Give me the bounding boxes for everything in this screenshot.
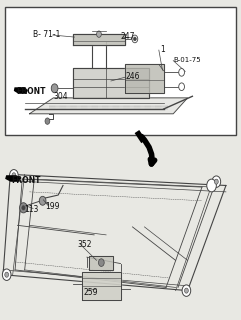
Text: 113: 113	[25, 205, 39, 214]
Polygon shape	[73, 34, 125, 45]
Circle shape	[12, 173, 16, 178]
Circle shape	[51, 84, 58, 93]
Circle shape	[179, 68, 184, 76]
Text: 1: 1	[160, 44, 165, 54]
Circle shape	[132, 35, 138, 43]
Circle shape	[184, 288, 188, 293]
Polygon shape	[15, 88, 27, 93]
Circle shape	[97, 31, 101, 37]
Polygon shape	[29, 98, 187, 114]
Circle shape	[134, 37, 136, 41]
Circle shape	[182, 285, 191, 296]
Circle shape	[10, 170, 18, 181]
Circle shape	[5, 272, 9, 277]
Circle shape	[212, 176, 221, 188]
Text: FRONT: FRONT	[16, 87, 46, 96]
Polygon shape	[125, 64, 164, 93]
Text: B- 71-1: B- 71-1	[33, 30, 60, 39]
Text: 247: 247	[120, 32, 135, 41]
Circle shape	[214, 179, 218, 184]
Text: 259: 259	[83, 288, 98, 297]
Polygon shape	[82, 271, 120, 300]
Text: B-01-75: B-01-75	[173, 57, 201, 63]
Text: 352: 352	[77, 240, 92, 249]
Bar	[6, 7, 235, 134]
Text: FRONT: FRONT	[12, 176, 41, 185]
Circle shape	[45, 118, 50, 124]
Circle shape	[22, 205, 25, 210]
FancyArrowPatch shape	[141, 137, 155, 164]
Circle shape	[20, 203, 27, 213]
Text: 304: 304	[54, 92, 68, 101]
Circle shape	[207, 179, 216, 192]
Text: 246: 246	[125, 72, 140, 81]
Circle shape	[99, 259, 104, 267]
Polygon shape	[89, 256, 113, 270]
Text: 199: 199	[45, 202, 60, 211]
Circle shape	[39, 196, 46, 205]
Circle shape	[2, 269, 11, 280]
Circle shape	[179, 83, 184, 91]
Polygon shape	[73, 68, 149, 98]
Polygon shape	[6, 176, 20, 181]
